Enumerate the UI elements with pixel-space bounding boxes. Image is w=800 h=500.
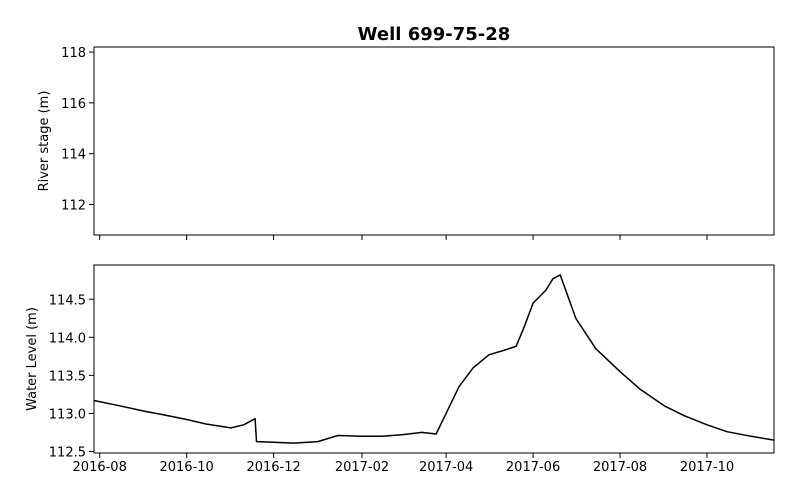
- water-level-panel: 112.5 113.0 113.5 114.0 114.5 2016-08 2016-10…: [25, 264, 775, 475]
- water-level-y-tick-label: 114.0: [49, 331, 86, 346]
- water-level-y-tick-label: 113.0: [49, 407, 86, 422]
- water-level-x-ticks: 2016-08 2016-10 2016-12 2017-02 2017-04 2017-…: [73, 453, 734, 475]
- x-tick-label: 2017-10: [680, 460, 734, 475]
- chart-title: Well 699-75-28: [358, 24, 511, 45]
- river-stage-y-tick-label: 112: [61, 199, 86, 214]
- river-stage-y-axis-label: River stage (m): [37, 91, 52, 192]
- river-stage-x-ticks: [99, 235, 708, 240]
- x-tick-label: 2017-06: [506, 460, 560, 475]
- water-level-plot-frame: [93, 264, 775, 454]
- water-level-y-ticks: 112.5 113.0 113.5 114.0 114.5: [49, 293, 94, 460]
- water-level-line: [93, 274, 775, 444]
- water-level-y-tick-label: 112.5: [49, 445, 86, 460]
- x-tick-label: 2017-02: [335, 460, 389, 475]
- water-level-y-tick-label: 113.5: [49, 369, 86, 384]
- x-tick-label: 2017-08: [593, 460, 647, 475]
- river-stage-y-tick-label: 118: [61, 46, 86, 61]
- x-tick-label: 2016-08: [73, 460, 127, 475]
- x-tick-label: 2017-04: [419, 460, 473, 475]
- river-stage-panel: 112 114 116 118 River stage (m): [37, 46, 775, 240]
- river-stage-plot-frame: [93, 46, 775, 236]
- water-level-y-tick-label: 114.5: [49, 293, 86, 308]
- water-level-y-axis-label: Water Level (m): [25, 307, 40, 411]
- x-tick-label: 2016-10: [159, 460, 213, 475]
- river-stage-y-ticks: 112 114 116 118: [61, 46, 94, 214]
- x-tick-label: 2016-12: [246, 460, 300, 475]
- river-stage-y-tick-label: 116: [61, 97, 86, 112]
- river-stage-y-tick-label: 114: [61, 148, 86, 163]
